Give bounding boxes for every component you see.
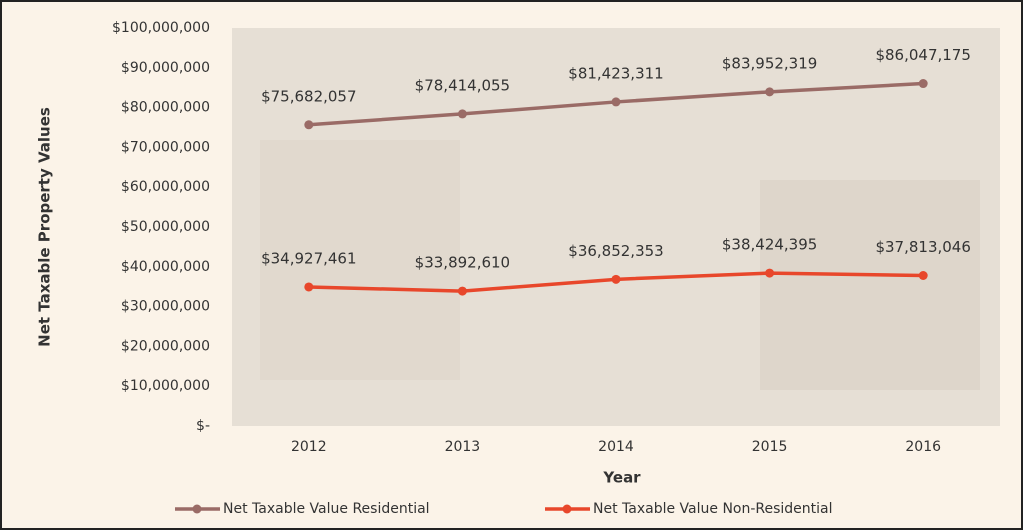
x-tick-label: 2013: [445, 439, 481, 455]
y-axis-title: Net Taxable Property Values: [36, 107, 54, 347]
point: [458, 109, 467, 118]
data-label: $75,682,057: [261, 87, 356, 105]
x-tick-label: 2016: [905, 439, 941, 455]
legend-marker: [563, 505, 572, 514]
y-tick-label: $-: [196, 418, 210, 434]
y-tick-label: $60,000,000: [121, 179, 210, 195]
x-tick-label: 2015: [752, 439, 788, 455]
data-label: $78,414,055: [415, 76, 510, 94]
y-tick-label: $20,000,000: [121, 338, 210, 354]
y-tick-label: $100,000,000: [112, 20, 210, 36]
x-axis-title: Year: [602, 469, 641, 487]
y-tick-label: $70,000,000: [121, 139, 210, 155]
point: [765, 87, 774, 96]
y-tick-label: $80,000,000: [121, 100, 210, 116]
data-label: $38,424,395: [722, 236, 817, 254]
y-tick-label: $10,000,000: [121, 378, 210, 394]
y-tick-label: $30,000,000: [121, 299, 210, 315]
photo-shape: [760, 180, 980, 390]
point: [304, 282, 313, 291]
point: [765, 269, 774, 278]
data-label: $83,952,319: [722, 54, 817, 72]
y-tick-label: $50,000,000: [121, 219, 210, 235]
y-tick-label: $90,000,000: [121, 60, 210, 76]
data-label: $81,423,311: [568, 64, 663, 82]
data-label: $34,927,461: [261, 249, 356, 267]
data-label: $86,047,175: [875, 46, 970, 64]
data-label: $36,852,353: [568, 242, 663, 260]
x-tick-label: 2012: [291, 439, 327, 455]
x-tick-label: 2014: [598, 439, 634, 455]
point: [612, 97, 621, 106]
legend-marker: [193, 505, 202, 514]
point: [919, 271, 928, 280]
chart: Year Net Taxable Property Values $- $10,0…: [0, 0, 1024, 531]
legend-label: Net Taxable Value Non-Residential: [593, 501, 833, 517]
point: [919, 79, 928, 88]
legend-label: Net Taxable Value Residential: [223, 501, 430, 517]
point: [304, 120, 313, 129]
data-label: $37,813,046: [875, 238, 970, 256]
y-tick-label: $40,000,000: [121, 259, 210, 275]
page: {"chart_data": {"type": "line", "x_label…: [0, 0, 1024, 531]
point: [458, 287, 467, 296]
data-label: $33,892,610: [415, 254, 510, 272]
point: [612, 275, 621, 284]
